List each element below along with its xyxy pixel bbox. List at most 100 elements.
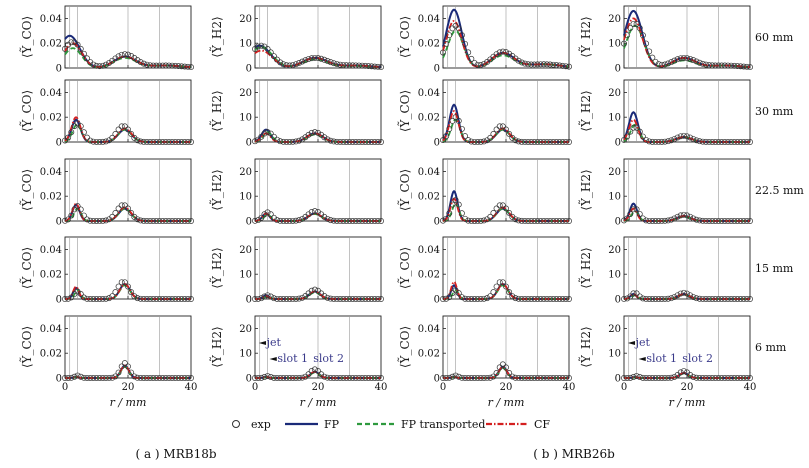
- exp-point: [140, 217, 147, 224]
- exp-point: [150, 218, 157, 224]
- y-tick-label: 10: [239, 39, 252, 50]
- y-axis-label-text: ⟨Ỹ_CO⟩: [19, 16, 34, 58]
- exp-point: [324, 294, 331, 301]
- exp-point: [734, 218, 741, 224]
- exp-point: [65, 134, 72, 141]
- exp-point: [506, 131, 513, 137]
- exp-point: [121, 360, 128, 367]
- exp-point: [487, 374, 494, 381]
- exp-point: [556, 139, 563, 145]
- y-axis-label: ⟨Ỹ_CO⟩: [19, 16, 34, 58]
- exp-point: [712, 139, 719, 145]
- y-tick-label: 0: [56, 138, 62, 149]
- exp-point: [365, 218, 372, 224]
- y-axis-label-text: ⟨Ỹ_H2⟩: [209, 247, 224, 288]
- exp-point: [346, 218, 353, 224]
- exp-point: [109, 134, 116, 141]
- height-label: 30 mm: [755, 105, 794, 118]
- exp-point: [261, 211, 268, 218]
- exp-point: [356, 62, 362, 69]
- exp-point: [277, 217, 284, 224]
- exp-point: [150, 62, 157, 69]
- exp-point: [471, 59, 478, 66]
- exp-point: [477, 61, 484, 68]
- exp-point: [359, 375, 366, 381]
- exp-point: [562, 296, 569, 302]
- exp-point: [674, 56, 681, 63]
- exp-point: [515, 57, 522, 64]
- exp-point: [559, 139, 566, 145]
- exp-point: [534, 139, 541, 145]
- panel-mrb26b-co-60-mm: 0 0.02 0.04 ⟨Ỹ_CO⟩: [397, 5, 572, 75]
- exp-point: [311, 208, 318, 215]
- y-tick-label: 10: [608, 349, 621, 360]
- exp-point: [134, 216, 141, 223]
- exp-point: [252, 375, 258, 381]
- exp-point: [515, 138, 522, 145]
- exp-point: [699, 375, 706, 381]
- exp-point: [270, 374, 277, 381]
- exp-point: [668, 137, 675, 144]
- exp-point: [706, 218, 713, 224]
- exp-point: [368, 296, 375, 302]
- y-tick-label: 0.02: [40, 192, 62, 203]
- y-tick-label: 20: [239, 14, 252, 25]
- exp-point: [181, 63, 188, 70]
- series-cf-line: [624, 372, 750, 379]
- exp-point: [137, 217, 144, 224]
- exp-point: [525, 218, 532, 224]
- exp-point: [181, 139, 188, 145]
- exp-point: [359, 139, 366, 145]
- series-fp-transported-line: [64, 207, 191, 222]
- exp-point: [702, 61, 709, 68]
- exp-point: [677, 55, 684, 62]
- y-tick-label: 0: [434, 64, 440, 75]
- exp-point: [446, 210, 453, 217]
- exp-point: [630, 124, 637, 131]
- exp-point: [440, 137, 446, 144]
- exp-point: [87, 217, 94, 224]
- exp-point: [721, 218, 728, 224]
- exp-point: [725, 375, 731, 381]
- exp-point: [162, 139, 169, 145]
- exp-point: [264, 292, 271, 299]
- exp-point: [340, 62, 347, 68]
- exp-point: [121, 202, 128, 209]
- legend-label: FP: [324, 418, 340, 431]
- exp-point: [521, 139, 528, 145]
- exp-point: [521, 60, 528, 67]
- y-tick-label: 20: [239, 88, 252, 99]
- exp-point: [96, 375, 103, 381]
- exp-point: [283, 296, 290, 302]
- y-tick-label: 0: [615, 64, 621, 75]
- exp-point: [674, 134, 681, 141]
- exp-point: [737, 218, 744, 224]
- exp-point: [665, 217, 672, 224]
- exp-point: [534, 375, 541, 381]
- exp-point: [474, 139, 481, 145]
- exp-point: [159, 139, 166, 145]
- exp-point: [321, 373, 328, 380]
- exp-point: [359, 218, 366, 224]
- y-axis-label-text: ⟨Ỹ_CO⟩: [397, 169, 412, 211]
- exp-point: [68, 374, 75, 381]
- exp-point: [327, 375, 334, 381]
- y-tick-label: 0: [246, 217, 252, 228]
- exp-point: [121, 279, 128, 286]
- exp-point: [643, 40, 650, 47]
- exp-point: [684, 133, 690, 140]
- exp-point: [652, 218, 659, 224]
- y-axis-label-text: ⟨Ỹ_H2⟩: [578, 90, 593, 131]
- slot1-arrow-icon: [638, 357, 646, 361]
- exp-point: [537, 375, 544, 381]
- y-axis-label: ⟨Ỹ_CO⟩: [397, 169, 412, 211]
- panel-mrb26b-h2-6-mm: 0 10 20 0 20 40 ⟨Ỹ_H2⟩: [578, 315, 756, 393]
- exp-point: [378, 296, 384, 302]
- exp-point: [674, 292, 681, 299]
- exp-point: [515, 217, 522, 224]
- exp-point: [356, 375, 362, 381]
- exp-point: [740, 296, 747, 302]
- exp-point: [627, 210, 634, 217]
- exp-point: [443, 295, 450, 302]
- exp-point: [140, 375, 147, 381]
